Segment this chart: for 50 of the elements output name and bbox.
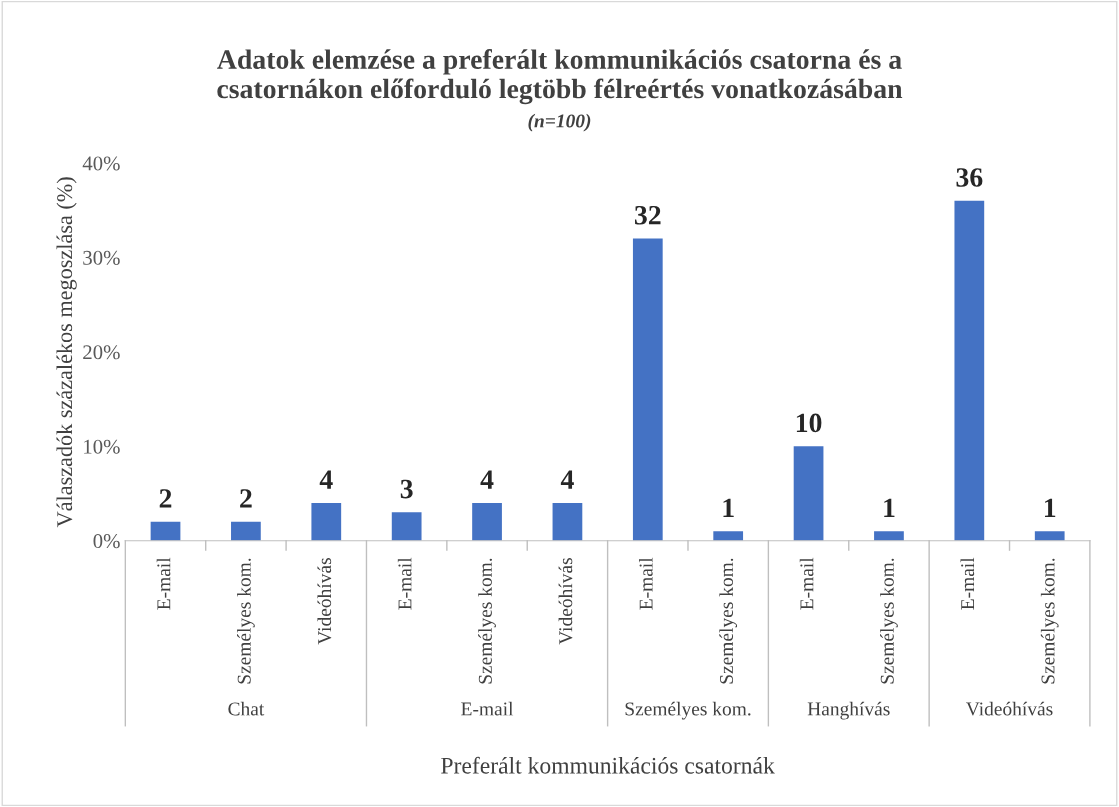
data-label: 2	[159, 489, 172, 508]
x-tick-label: E-mail	[960, 557, 975, 610]
data-label: 4	[480, 470, 494, 489]
bar	[632, 238, 663, 541]
x-tick-label: E-mail	[156, 557, 171, 610]
data-label: 4	[319, 470, 333, 489]
x-tick-label: Személyes kom.	[1040, 558, 1059, 684]
bar	[874, 531, 904, 541]
bar	[954, 200, 985, 541]
data-label: 2	[240, 489, 252, 508]
text: Chat	[228, 701, 265, 716]
x-tick-label: Videóhívás	[317, 558, 332, 645]
y-tick-label: 20%	[83, 345, 120, 360]
x-tick-label: Személyes kom.	[880, 558, 898, 684]
data-label: 36	[956, 168, 983, 187]
bar	[391, 512, 422, 541]
bar	[231, 521, 261, 541]
chart-subtitle: (n=100)	[528, 113, 591, 132]
y-tick-label: 10%	[84, 439, 120, 454]
text: Hanghívás	[807, 701, 890, 720]
bar	[150, 521, 181, 541]
text: Személyes kom.	[625, 701, 751, 720]
x-tick-label: E-mail	[638, 557, 653, 610]
text: Videóhívás	[966, 701, 1053, 716]
x-tick-label: E-mail	[397, 557, 412, 610]
bar	[472, 502, 502, 541]
bar	[311, 502, 342, 541]
y-axis-title: Válaszadók százalékos megoszlása (%)	[56, 177, 77, 528]
y-tick-label: 0%	[93, 534, 120, 549]
chart-title: Adatok elemzése a preferált kommunikációs csatorna és a csatornákon előforduló legtöbb félreértés vonatkozásában	[217, 49, 903, 105]
data-label: 1	[1045, 498, 1056, 517]
data-label: 1	[884, 498, 895, 517]
x-tick-label: Személyes kom.	[237, 558, 255, 684]
data-label: 10	[796, 413, 822, 433]
data-label: 32	[634, 205, 661, 225]
x-tick-label: Videóhívás	[558, 558, 573, 645]
x-tick-label: Személyes kom.	[478, 558, 496, 684]
bar	[793, 446, 824, 541]
x-tick-label: E-mail	[799, 557, 814, 610]
y-tick-label: 30%	[83, 250, 120, 265]
bar	[552, 502, 583, 541]
x-axis-title: Preferált kommunikációs csatornák	[441, 756, 775, 774]
data-label: 3	[400, 479, 413, 499]
x-tick-label: Személyes kom.	[719, 558, 738, 684]
data-label: 1	[723, 498, 734, 517]
y-tick-label: 40%	[82, 156, 120, 171]
bar	[1034, 531, 1065, 541]
text: E-mail	[461, 701, 514, 716]
bar	[713, 531, 744, 541]
data-label: 4	[560, 470, 574, 489]
